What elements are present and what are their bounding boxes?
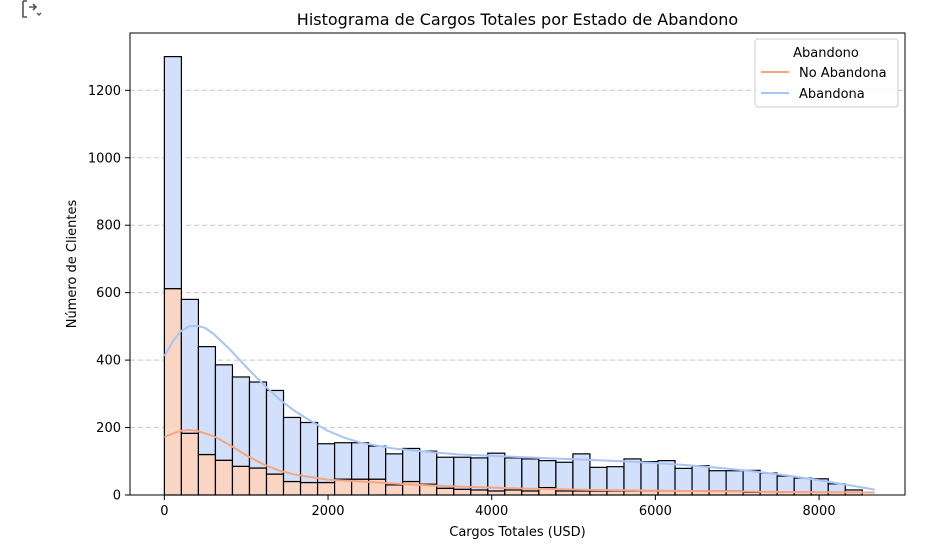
bar-abandona [555, 461, 574, 492]
bar-no-abandona [521, 490, 540, 496]
bar-abandona [538, 460, 557, 489]
y-tick-label: 400 [96, 354, 121, 369]
x-tick-label: 6000 [639, 504, 672, 519]
bar-no-abandona [316, 481, 336, 496]
plot-frame [129, 32, 906, 496]
bar-abandona [385, 453, 404, 486]
bar-no-abandona [385, 484, 404, 496]
bar-abandona [470, 457, 489, 491]
bar-abandona [197, 346, 217, 456]
y-tick-label: 1200 [88, 84, 121, 99]
bar-abandona [351, 442, 370, 480]
bar-no-abandona [555, 490, 574, 496]
y-tick-label: 200 [96, 421, 121, 436]
bar-no-abandona [214, 459, 234, 496]
bar-no-abandona [282, 480, 302, 496]
bar-no-abandona [180, 432, 200, 496]
y-axis-label: Número de Clientes [65, 199, 80, 328]
bar-no-abandona [197, 453, 217, 496]
x-tick-label: 4000 [475, 504, 508, 519]
legend-box [754, 38, 899, 108]
kde-curves [163, 324, 875, 494]
bar-abandona [163, 56, 182, 290]
bar-abandona [248, 381, 268, 469]
bar-abandona [504, 457, 523, 491]
bar-no-abandona [265, 473, 285, 496]
bar-abandona [180, 298, 200, 434]
bar-abandona [776, 475, 795, 493]
bar-no-abandona [589, 490, 608, 496]
bar-no-abandona [248, 467, 268, 496]
y-axis-ticks: 0 200 400 600 800 1000 1200 [88, 84, 130, 504]
x-tick-label: 8000 [803, 504, 836, 519]
bar-no-abandona [163, 288, 182, 496]
bar-abandona [265, 389, 285, 475]
bar-no-abandona [436, 487, 455, 496]
bar-abandona [640, 461, 659, 492]
bar-no-abandona [453, 488, 472, 496]
bar-abandona [521, 458, 540, 492]
bar-abandona [606, 466, 625, 492]
bar-abandona [759, 472, 778, 493]
bar-no-abandona [231, 465, 251, 496]
y-tick-label: 1000 [88, 151, 121, 166]
x-axis-label: Cargos Totales (USD) [449, 525, 585, 540]
compare-arrows-icon[interactable] [20, 0, 42, 20]
bar-abandona [402, 447, 421, 483]
bar-abandona [674, 467, 693, 492]
bar-abandona [589, 466, 608, 492]
legend: Abandono No Abandona Abandona [754, 38, 899, 108]
legend-label-abandona: Abandona [799, 87, 865, 102]
legend-title: Abandono [793, 46, 859, 61]
bar-no-abandona [299, 481, 319, 496]
bar-no-abandona [572, 490, 591, 496]
kde-abandona [163, 324, 875, 491]
bar-no-abandona [487, 490, 506, 496]
x-axis-ticks: 0 2000 4000 6000 8000 [160, 495, 836, 519]
bar-abandona [368, 445, 387, 480]
bar-abandona [691, 465, 710, 492]
bar-abandona [708, 470, 727, 492]
bar-abandona [316, 443, 336, 484]
bar-abandona [487, 452, 506, 492]
bar-abandona [453, 456, 472, 490]
chart-title: Histograma de Cargos Totales por Estado … [297, 10, 738, 29]
x-tick-label: 0 [160, 504, 168, 519]
bar-abandona [623, 458, 642, 492]
bar-abandona [793, 477, 812, 493]
y-tick-label: 600 [96, 286, 121, 301]
bar-no-abandona [470, 489, 489, 496]
bar-abandona [742, 469, 761, 493]
legend-label-no-abandona: No Abandona [799, 66, 887, 81]
y-tick-label: 800 [96, 219, 121, 234]
bar-abandona [436, 456, 455, 489]
bar-no-abandona [504, 489, 523, 496]
bar-abandona [419, 450, 438, 485]
bar-abandona [333, 442, 353, 480]
bar-abandona [299, 421, 319, 484]
bar-no-abandona [606, 490, 625, 496]
bar-no-abandona [623, 490, 642, 496]
bar-abandona [827, 483, 846, 493]
kde-no-abandona [164, 428, 875, 494]
x-tick-label: 2000 [311, 504, 344, 519]
bar-abandona [725, 470, 744, 492]
y-tick-label: 0 [113, 489, 121, 504]
histogram-bars [163, 56, 863, 496]
